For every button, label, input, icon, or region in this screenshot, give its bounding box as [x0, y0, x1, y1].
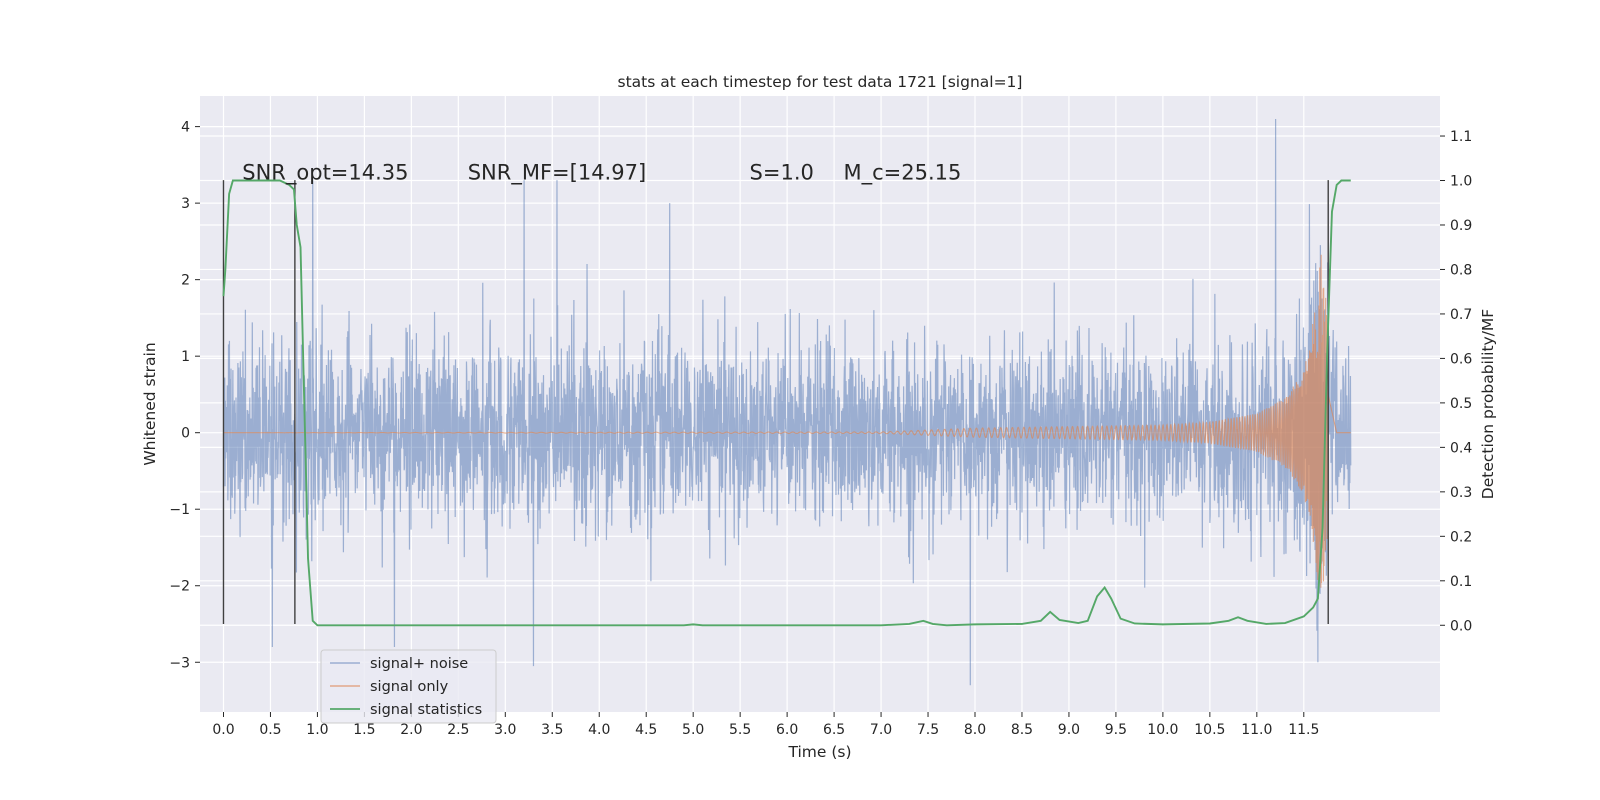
y2-tick-label-1: 0.1 [1450, 574, 1472, 590]
x-tick-label-8: 4.0 [588, 722, 610, 738]
x-tick-label-18: 9.0 [1058, 722, 1080, 738]
x-tick-label-22: 11.0 [1241, 722, 1272, 738]
series-signal-only [223, 254, 1351, 588]
x-tick-label-5: 2.5 [447, 722, 469, 738]
x-tick-label-16: 8.0 [964, 722, 986, 738]
y2-tick-label-11: 1.1 [1450, 129, 1472, 145]
y2-tick-label-5: 0.5 [1450, 396, 1472, 412]
x-tick-label-7: 3.5 [541, 722, 563, 738]
x-tick-label-9: 4.5 [635, 722, 657, 738]
y-axis-title: Whitened strain [141, 342, 159, 465]
x-axis-title: Time (s) [787, 743, 851, 761]
signal-statistics-line [222, 179, 1351, 627]
legend-label-signal-only: signal only [370, 679, 449, 695]
y2-tick-label-9: 0.9 [1450, 218, 1472, 234]
x-tick-label-12: 6.0 [776, 722, 798, 738]
y2-tick-label-6: 0.6 [1450, 351, 1472, 367]
y2-tick-label-7: 0.7 [1450, 307, 1472, 323]
legend-box [320, 649, 497, 724]
x-tick-label-2: 1.0 [306, 722, 328, 738]
x-tick-label-21: 10.5 [1194, 722, 1225, 738]
annotation-1: SNR_MF=[14.97] [468, 161, 646, 186]
annotation-3: M_c=25.15 [843, 161, 961, 186]
legend-label-signal-plus-noise: signal+ noise [370, 656, 468, 672]
annotation-0: SNR_opt=14.35 [242, 161, 408, 186]
annotations: SNR_opt=14.35 SNR_MF=[14.97] S=1.0 M_c=25.1… [242, 161, 961, 186]
x-tick-label-14: 7.0 [870, 722, 892, 738]
x-tick-label-4: 2.0 [400, 722, 422, 738]
grid-lines [200, 96, 1440, 712]
x-tick-label-0: 0.0 [212, 722, 234, 738]
y-tick-label-3: 0 [181, 426, 190, 442]
y2-axis-title: Detection probability/MF [1479, 309, 1497, 500]
y-tick-label-6: 3 [181, 196, 190, 212]
x-tick-label-1: 0.5 [259, 722, 281, 738]
y-tick-label-7: 4 [181, 120, 190, 136]
series-signal-plus-noise [222, 118, 1352, 686]
signal-only-line [223, 254, 1351, 588]
y2-tick-label-8: 0.8 [1450, 262, 1472, 278]
y-tick-label-1: −2 [169, 579, 190, 595]
signal-plus-noise-line [222, 118, 1352, 686]
x-tick-label-20: 10.0 [1147, 722, 1178, 738]
x-tick-label-23: 11.5 [1288, 722, 1319, 738]
y-tick-label-2: −1 [169, 502, 190, 518]
annotation-2: S=1.0 [750, 161, 814, 185]
axes: 0.0 0.5 1.0 1.5 2.0 2.5 3.0 3.5 4.0 4.5 5.0 5.5 6.0 6… [169, 120, 1472, 738]
x-tick-label-19: 9.5 [1105, 722, 1127, 738]
x-tick-label-17: 8.5 [1011, 722, 1033, 738]
y2-tick-label-10: 1.0 [1450, 174, 1472, 190]
x-tick-label-3: 1.5 [353, 722, 375, 738]
y2-tick-label-0: 0.0 [1450, 618, 1472, 634]
x-tick-label-11: 5.5 [729, 722, 751, 738]
x-tick-label-13: 6.5 [823, 722, 845, 738]
chart-title: stats at each timestep for test data 172… [618, 73, 1023, 91]
x-tick-label-10: 5.0 [682, 722, 704, 738]
series-signal-statistics [222, 179, 1351, 627]
y2-tick-label-4: 0.4 [1450, 440, 1472, 456]
legend-label-signal-statistics: signal statistics [370, 702, 482, 718]
vertical-markers [222, 180, 1329, 624]
y-tick-label-4: 1 [181, 349, 190, 365]
y2-tick-label-3: 0.3 [1450, 485, 1472, 501]
y-tick-label-0: −3 [169, 655, 190, 671]
x-tick-label-15: 7.5 [917, 722, 939, 738]
y2-tick-label-2: 0.2 [1450, 529, 1472, 545]
legend: signal+ noise signal only signal statist… [320, 649, 497, 724]
x-tick-label-6: 3.0 [494, 722, 516, 738]
y-tick-label-5: 2 [181, 273, 190, 289]
